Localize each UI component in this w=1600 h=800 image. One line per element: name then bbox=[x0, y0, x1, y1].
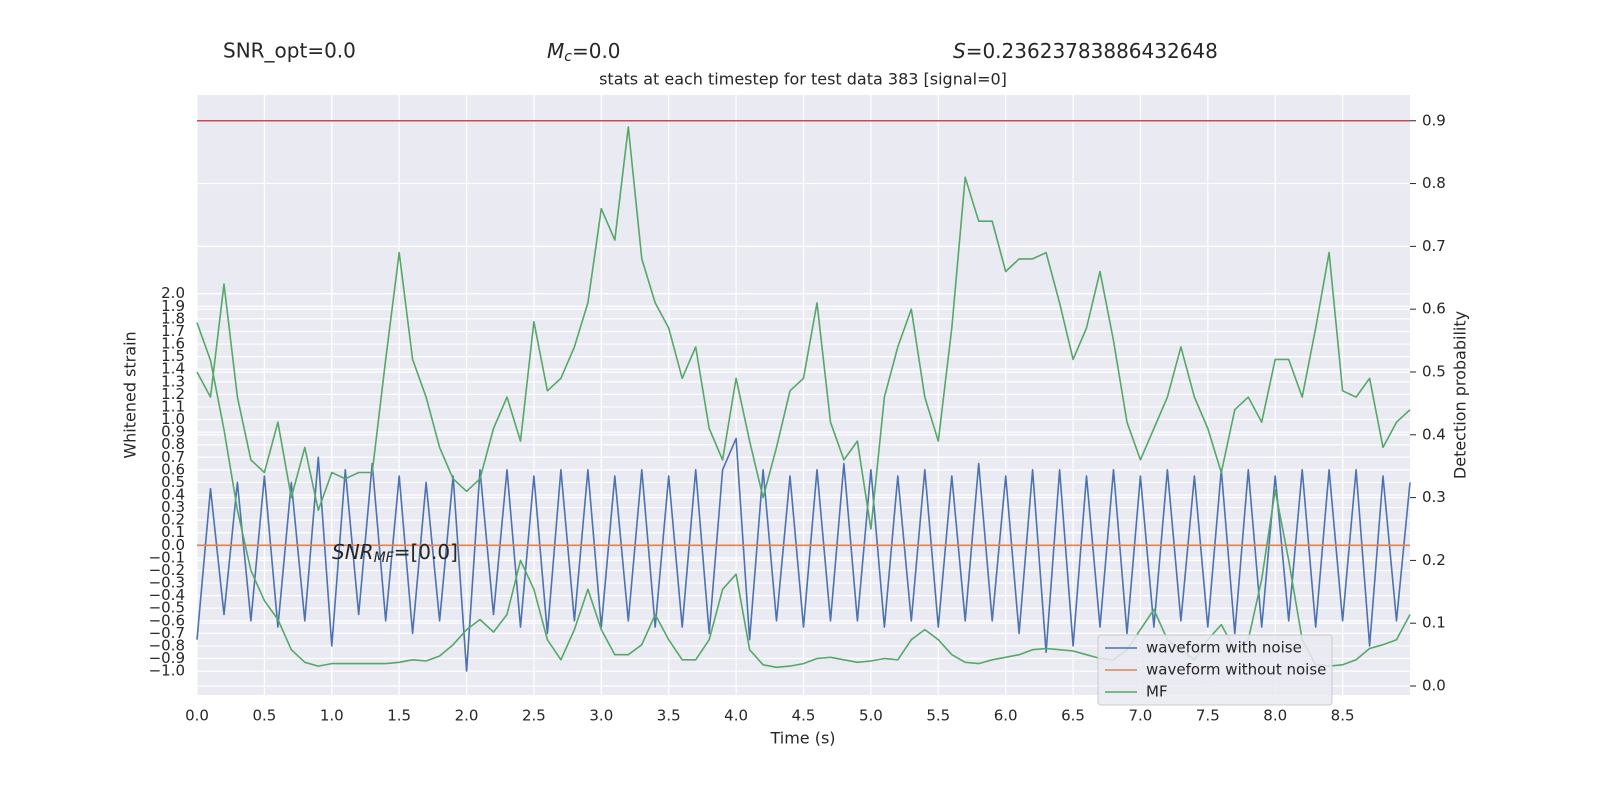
x-tick-label: 3.5 bbox=[657, 707, 681, 725]
mc-rest: =0.0 bbox=[572, 39, 621, 63]
y2-tick-label: 0.6 bbox=[1422, 300, 1446, 318]
y-tick-label: 1.9 bbox=[161, 297, 185, 315]
y-tick-label: 0.6 bbox=[161, 460, 185, 478]
x-tick-label: 0.0 bbox=[185, 707, 209, 725]
y-tick-label: 0.8 bbox=[161, 435, 185, 453]
ann-sub: MF bbox=[374, 550, 395, 566]
x-tick-label: 7.0 bbox=[1129, 707, 1153, 725]
series-line bbox=[196, 437, 1411, 672]
y-tick-label: 1.7 bbox=[161, 322, 185, 340]
y-tick-label: 1.0 bbox=[161, 410, 185, 428]
y-tick-label: −0.8 bbox=[149, 636, 185, 654]
y-tick-label: 1.5 bbox=[161, 347, 185, 365]
y-tick-label: 1.8 bbox=[161, 309, 185, 327]
y-tick-label: 0.4 bbox=[161, 486, 185, 504]
y-tick-label: 1.1 bbox=[161, 397, 185, 415]
mc-base: M bbox=[547, 39, 564, 63]
s-stat: S=0.23623783886432648 bbox=[953, 39, 1218, 63]
y-tick-label: −0.5 bbox=[149, 599, 185, 617]
x-tick-label: 8.0 bbox=[1263, 707, 1287, 725]
y-tick-label: 0.5 bbox=[161, 473, 185, 491]
x-tick-label: 5.0 bbox=[859, 707, 883, 725]
legend-label: waveform with noise bbox=[1146, 639, 1302, 657]
x-axis-label: Time (s) bbox=[769, 729, 835, 748]
y2-tick-label: 0.2 bbox=[1422, 551, 1446, 569]
s-symbol: S bbox=[953, 39, 966, 63]
snr-opt: SNR_opt=0.0 bbox=[223, 39, 356, 63]
y-tick-label: 1.3 bbox=[161, 372, 185, 390]
s-rest: =0.23623783886432648 bbox=[966, 39, 1218, 63]
y-tick-label: 0.9 bbox=[161, 423, 185, 441]
x-tick-label: 3.0 bbox=[589, 707, 613, 725]
legend-label: waveform without noise bbox=[1146, 661, 1326, 679]
y-tick-label: 1.6 bbox=[161, 335, 185, 353]
ann-rest: =[0.0] bbox=[394, 540, 458, 564]
x-tick-label: 5.5 bbox=[926, 707, 950, 725]
ann-base: SNR bbox=[332, 540, 374, 564]
x-tick-label: 7.5 bbox=[1196, 707, 1220, 725]
y-tick-label: −0.4 bbox=[149, 586, 185, 604]
y-tick-label: −0.9 bbox=[149, 649, 185, 667]
y2-tick-label: 0.1 bbox=[1422, 614, 1446, 632]
y2-tick-label: 0.9 bbox=[1422, 111, 1446, 129]
y2-tick-label: 0.5 bbox=[1422, 362, 1446, 380]
y2-tick-label: 0.7 bbox=[1422, 237, 1446, 255]
y-axis-label: Whitened strain bbox=[121, 331, 140, 458]
chart-title: stats at each timestep for test data 383… bbox=[599, 70, 1007, 89]
y-tick-label: 1.4 bbox=[161, 360, 185, 378]
y-tick-label: 2.0 bbox=[161, 284, 185, 302]
y2-tick-label: 0.4 bbox=[1422, 425, 1446, 443]
x-tick-label: 2.5 bbox=[522, 707, 546, 725]
x-tick-label: 2.0 bbox=[455, 707, 479, 725]
snr-mf-annotation: SNRMF=[0.0] bbox=[332, 540, 458, 567]
y2-tick-label: 0.8 bbox=[1422, 174, 1446, 192]
mc-sub: c bbox=[564, 49, 572, 65]
y-tick-label: −0.6 bbox=[149, 611, 185, 629]
y-tick-label: −0.2 bbox=[149, 561, 185, 579]
x-tick-label: 1.5 bbox=[387, 707, 411, 725]
y-tick-label: 0.1 bbox=[161, 523, 185, 541]
y2-axis-label: Detection probability bbox=[1451, 311, 1470, 479]
y-tick-label: 0.0 bbox=[161, 536, 185, 554]
legend-label: MF bbox=[1146, 683, 1168, 701]
legend-box bbox=[1097, 634, 1333, 706]
x-tick-label: 6.0 bbox=[994, 707, 1018, 725]
y-tick-label: 0.7 bbox=[161, 448, 185, 466]
y-tick-label: −1.0 bbox=[149, 662, 185, 680]
series-line bbox=[196, 126, 1411, 530]
y-tick-label: 0.3 bbox=[161, 498, 185, 516]
y2-tick-label: 0.3 bbox=[1422, 488, 1446, 506]
x-tick-label: 8.5 bbox=[1331, 707, 1355, 725]
y-tick-label: −0.7 bbox=[149, 624, 185, 642]
x-tick-label: 4.5 bbox=[792, 707, 816, 725]
mc-stat: Mc=0.0 bbox=[547, 39, 621, 66]
y-tick-label: −0.3 bbox=[149, 574, 185, 592]
x-tick-label: 0.5 bbox=[252, 707, 276, 725]
x-tick-label: 4.0 bbox=[724, 707, 748, 725]
y-tick-label: 0.2 bbox=[161, 511, 185, 529]
x-tick-label: 6.5 bbox=[1061, 707, 1085, 725]
y-tick-label: 1.2 bbox=[161, 385, 185, 403]
y-tick-label: −0.1 bbox=[149, 548, 185, 566]
x-tick-label: 1.0 bbox=[320, 707, 344, 725]
y2-tick-label: 0.0 bbox=[1422, 677, 1446, 695]
